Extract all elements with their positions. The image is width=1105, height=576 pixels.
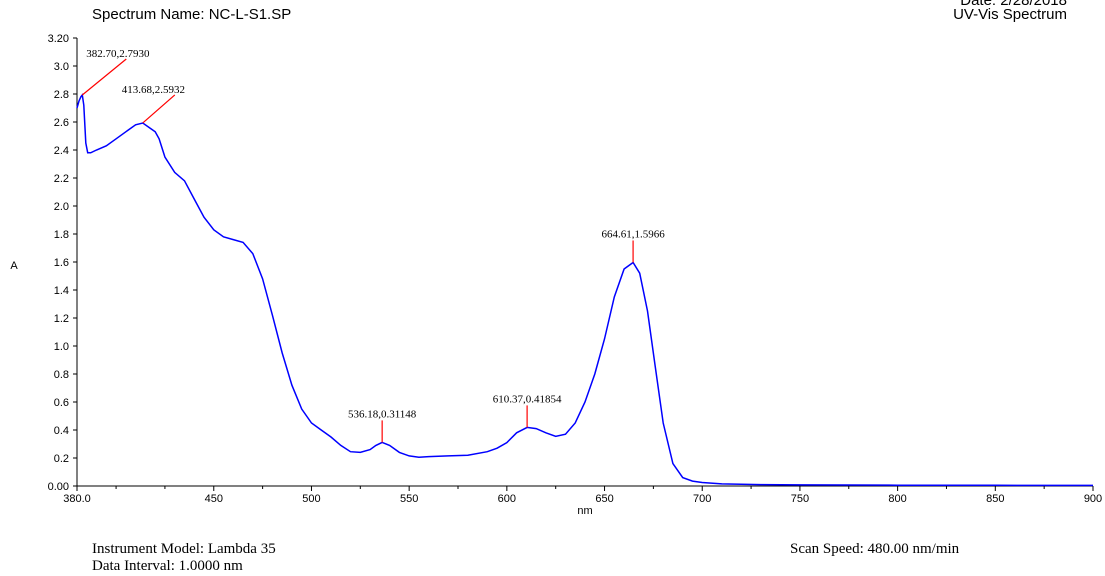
y-tick-label: 0.4 bbox=[54, 425, 69, 437]
x-tick-label: 550 bbox=[400, 493, 418, 505]
y-tick-label: 3.0 bbox=[54, 61, 69, 73]
peak-label: 536.18,0.31148 bbox=[348, 408, 417, 420]
y-tick-label: 0.2 bbox=[54, 453, 69, 465]
y-tick-label: 2.8 bbox=[54, 89, 69, 101]
y-tick-label: 2.2 bbox=[54, 173, 69, 185]
x-tick-label: 450 bbox=[205, 493, 223, 505]
y-tick-label: 1.0 bbox=[54, 341, 69, 353]
x-tick-label: 600 bbox=[498, 493, 516, 505]
peak-label: 664.61,1.5966 bbox=[601, 228, 665, 240]
y-tick-label: 2.6 bbox=[54, 117, 69, 129]
y-axis-title: A bbox=[10, 260, 18, 272]
peak-markers: 382.70,2.7930 413.68,2.5932 536.18,0.31148… bbox=[81, 48, 665, 443]
y-tick-label: 1.8 bbox=[54, 229, 69, 241]
y-tick-label: 2.0 bbox=[54, 201, 69, 213]
scan-speed: Scan Speed: 480.00 nm/min bbox=[790, 541, 960, 557]
y-tick-label: 1.2 bbox=[54, 313, 69, 325]
instrument-model: Instrument Model: Lambda 35 bbox=[92, 541, 276, 557]
date-label: Date: 2/28/2018 bbox=[960, 0, 1067, 9]
absorbance-trace bbox=[76, 93, 1094, 487]
x-tick-label: 500 bbox=[302, 493, 320, 505]
x-axis-title: nm bbox=[577, 505, 592, 517]
peak-label: 413.68,2.5932 bbox=[122, 84, 185, 96]
y-tick-label: 0.00 bbox=[48, 481, 69, 493]
x-tick-label: 380.0 bbox=[63, 493, 91, 505]
x-tick-label: 900 bbox=[1084, 493, 1102, 505]
x-tick-label: 850 bbox=[986, 493, 1004, 505]
chart-ticks: 0.00 0.2 0.4 0.6 0.8 1.0 1.2 1.4 1.6 1.8 2.0 2.2 2.4… bbox=[48, 33, 1103, 505]
spectrum-type-label: UV-Vis Spectrum bbox=[953, 6, 1067, 23]
x-tick-label: 750 bbox=[791, 493, 809, 505]
x-tick-label: 700 bbox=[693, 493, 711, 505]
peak-label: 610.37,0.41854 bbox=[493, 393, 562, 405]
spectrum-name: Spectrum Name: NC-L-S1.SP bbox=[92, 6, 292, 23]
y-tick-label: 1.6 bbox=[54, 257, 69, 269]
y-tick-label: 0.8 bbox=[54, 369, 69, 381]
x-tick-label: 650 bbox=[595, 493, 613, 505]
peak-marker bbox=[142, 94, 176, 124]
y-tick-label: 2.4 bbox=[54, 145, 69, 157]
data-interval: Data Interval: 1.0000 nm bbox=[92, 558, 243, 574]
y-tick-label: 3.20 bbox=[48, 33, 69, 45]
peak-marker bbox=[81, 58, 127, 96]
chart-axes bbox=[76, 38, 1093, 487]
y-tick-label: 0.6 bbox=[54, 397, 69, 409]
y-tick-label: 1.4 bbox=[54, 285, 69, 297]
peak-label: 382.70,2.7930 bbox=[86, 48, 150, 60]
x-tick-label: 800 bbox=[888, 493, 906, 505]
